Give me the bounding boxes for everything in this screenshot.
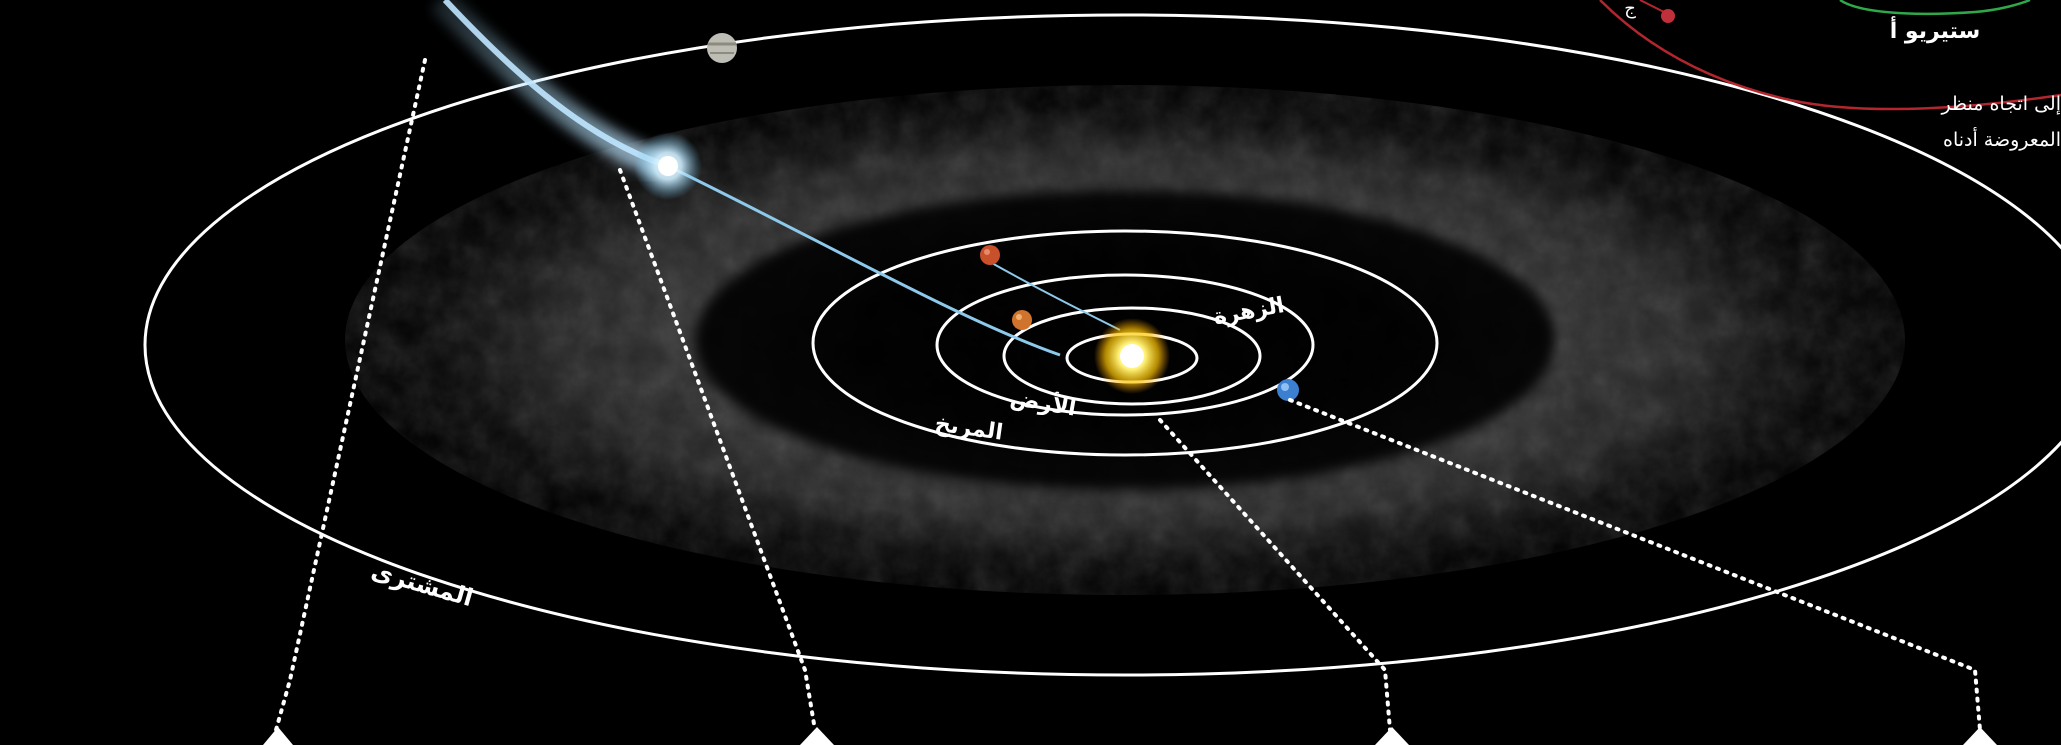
pointer-lines bbox=[274, 58, 1982, 732]
sun-icon bbox=[1094, 318, 1170, 394]
mars-planet-icon bbox=[980, 245, 1000, 265]
venus-planet-icon bbox=[1012, 310, 1032, 330]
stereo-a-label: ستيريو أ bbox=[1890, 15, 1981, 44]
corner-fragment-label: ج bbox=[1624, 0, 1636, 19]
earth-orbit bbox=[935, 273, 1315, 417]
mars-orbit bbox=[811, 229, 1439, 457]
note-line-2: المعروضة أدناه bbox=[1943, 127, 2061, 151]
earth-planet-icon bbox=[1277, 379, 1299, 401]
pointer-line-1 bbox=[274, 58, 427, 732]
stereo-spacecraft-icon bbox=[1661, 9, 1675, 23]
note-line-1: إلى اتجاه منظر bbox=[1940, 93, 2061, 116]
venus-orbit bbox=[1002, 306, 1262, 406]
pointer-line-4 bbox=[1288, 398, 1982, 732]
jupiter-planet-icon bbox=[707, 33, 737, 63]
comet-icon bbox=[430, 0, 1121, 357]
stereo-inset: ستيريو أ ج إلى اتجاه منظر المعروضة أدناه bbox=[1599, 0, 2061, 151]
jupiter-label: المشترى bbox=[368, 556, 476, 612]
pointer-line-2 bbox=[618, 168, 817, 732]
jupiter-orbit bbox=[143, 13, 2061, 677]
triangle-marker-icon bbox=[263, 727, 1997, 745]
pointer-line-3 bbox=[1158, 418, 1392, 732]
